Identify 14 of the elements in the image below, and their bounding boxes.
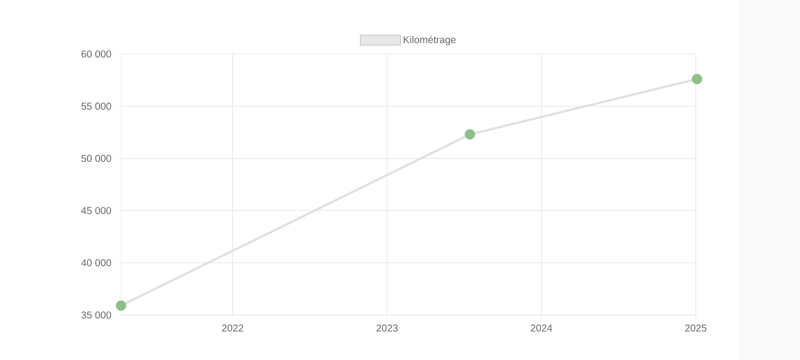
y-tick-label: 45 000 xyxy=(81,207,112,214)
x-tick-label: 2025 xyxy=(685,324,706,332)
y-tick-label: 55 000 xyxy=(81,102,112,110)
point xyxy=(464,129,476,140)
x-tick-label: 2023 xyxy=(376,324,398,332)
x-tick-label: 2024 xyxy=(530,324,552,332)
y-tick-label: 35 000 xyxy=(81,311,112,319)
y-tick-label: 40 000 xyxy=(81,259,112,266)
point xyxy=(116,300,126,311)
point xyxy=(692,74,702,84)
y-tick-label: 50 000 xyxy=(81,154,112,162)
legend-label: Kilométrage xyxy=(404,36,456,46)
x-tick-label: 2022 xyxy=(222,324,244,332)
y-tick-label: 60 000 xyxy=(82,50,112,58)
